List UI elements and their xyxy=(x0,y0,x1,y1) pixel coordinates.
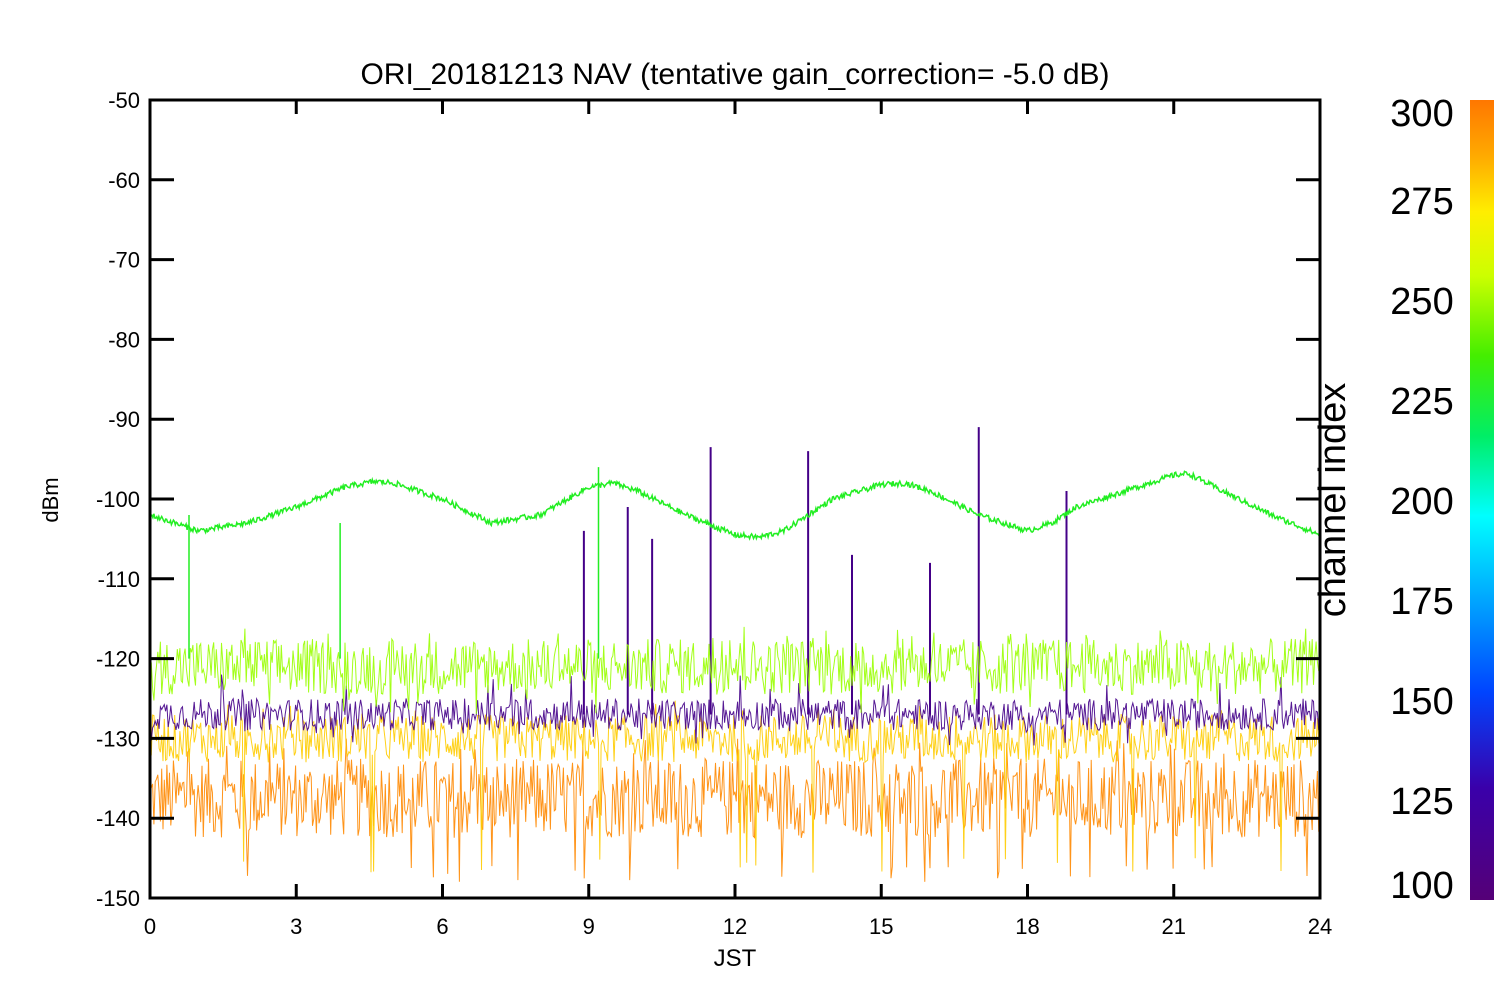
series-line xyxy=(150,470,1320,541)
colorbar-label: channel index xyxy=(1312,383,1354,618)
y-tick-label: -150 xyxy=(96,886,140,911)
y-tick-label: -130 xyxy=(96,726,140,751)
colorbar-tick-label: 175 xyxy=(1390,581,1453,623)
y-tick-label: -110 xyxy=(98,567,140,592)
y-tick-label: -90 xyxy=(108,407,140,432)
y-axis: -50 -60 -70 -80 -90 -100 -110 -120 -130 -140 -150 xyxy=(96,88,1320,911)
y-axis-label: dBm xyxy=(38,477,63,522)
y-tick-label: -60 xyxy=(108,168,140,193)
y-tick-label: -140 xyxy=(96,806,140,831)
y-tick-label: -80 xyxy=(108,327,140,352)
colorbar-tick-label: 200 xyxy=(1390,481,1453,523)
plot-area xyxy=(150,427,1320,882)
colorbar-tick-label: 225 xyxy=(1390,381,1453,423)
chart-title: ORI_20181213 NAV (tentative gain_correct… xyxy=(360,58,1109,91)
x-tick-label: 0 xyxy=(144,914,156,939)
series-line xyxy=(150,738,1320,882)
x-tick-label: 9 xyxy=(583,914,595,939)
x-tick-label: 12 xyxy=(723,914,747,939)
x-tick-label: 21 xyxy=(1162,914,1186,939)
x-tick-label: 15 xyxy=(869,914,893,939)
x-axis: 0 3 6 9 12 15 18 21 24 xyxy=(144,100,1332,939)
x-tick-label: 24 xyxy=(1308,914,1332,939)
colorbar-tick-label: 300 xyxy=(1390,93,1453,135)
x-tick-label: 18 xyxy=(1015,914,1039,939)
colorbar-tick-label: 100 xyxy=(1390,865,1453,907)
colorbar-tick-label: 125 xyxy=(1390,781,1453,823)
colorbar-ticks: 100 125 150 175 200 225 250 275 300 xyxy=(1390,93,1453,907)
series-line xyxy=(150,674,1320,746)
x-tick-label: 6 xyxy=(436,914,448,939)
colorbar xyxy=(1470,100,1494,900)
series-line xyxy=(150,626,1320,715)
y-tick-label: -50 xyxy=(108,88,140,113)
y-tick-label: -120 xyxy=(96,647,140,672)
x-axis-label: JST xyxy=(714,945,757,972)
colorbar-tick-label: 250 xyxy=(1390,281,1453,323)
y-tick-label: -70 xyxy=(108,248,140,273)
colorbar-tick-label: 150 xyxy=(1390,681,1453,723)
y-tick-label: -100 xyxy=(96,487,140,512)
x-tick-label: 3 xyxy=(290,914,302,939)
colorbar-tick-label: 275 xyxy=(1390,181,1453,223)
series-line xyxy=(150,700,1320,873)
